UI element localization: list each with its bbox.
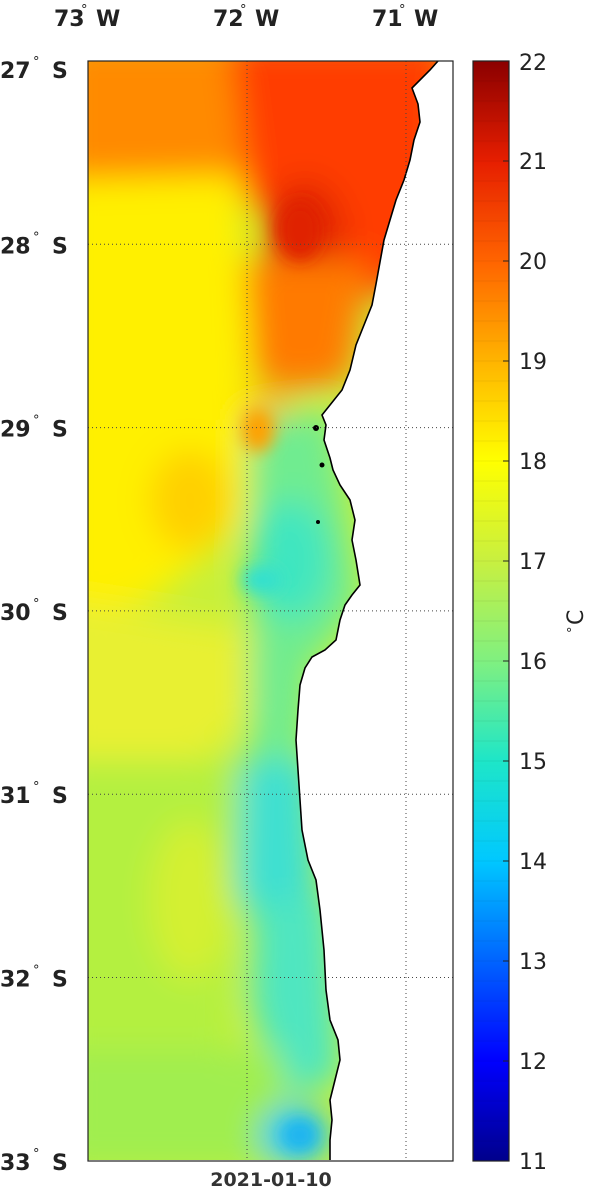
latitude-label: 33 (0, 1151, 31, 1176)
latitude-degree: ° (33, 964, 40, 979)
latitude-label: 30 (0, 601, 31, 626)
latitude-hemisphere: S (52, 784, 68, 809)
longitude-hemisphere: W (96, 7, 120, 32)
longitude-labels: 73° W 72° W 71° W (54, 3, 438, 32)
colorbar-tick-label: 11 (519, 1150, 547, 1175)
latitude-hemisphere: S (52, 1151, 68, 1176)
colorbar-tick-label: 13 (519, 950, 547, 975)
longitude-label: 72 (213, 7, 244, 32)
latitude-degree: ° (33, 1147, 40, 1162)
island (316, 520, 320, 524)
colorbar-tick-label: 16 (519, 650, 547, 675)
colorbar-tick-label: 19 (519, 350, 547, 375)
longitude-label: 71 (372, 7, 403, 32)
date-label: 2021-01-10 (210, 1169, 332, 1188)
unit-letter: C (564, 610, 589, 625)
unit-degree: ° (566, 627, 581, 634)
latitude-label: 27 (0, 59, 31, 84)
colorbar-tick-label: 20 (519, 250, 547, 275)
latitude-hemisphere: S (52, 968, 68, 993)
latitude-hemisphere: S (52, 601, 68, 626)
latitude-label: 32 (0, 968, 31, 993)
coastline (295, 60, 439, 1160)
colorbar-tick-label: 22 (519, 51, 547, 76)
colorbar-tick-label: 14 (519, 850, 547, 875)
longitude-degree: ° (240, 3, 247, 18)
latitude-hemisphere: S (52, 234, 68, 259)
latitude-degree: ° (33, 597, 40, 612)
latitude-degree: ° (33, 414, 40, 429)
longitude-hemisphere: W (255, 7, 279, 32)
latitude-labels: 27 ° S28 ° S29 ° S30 ° S31 ° S32 ° S33 ° S (0, 55, 68, 1176)
colorbar-frame (472, 60, 510, 1162)
longitude-hemisphere: W (414, 7, 438, 32)
colorbar-tick-label: 21 (519, 150, 547, 175)
colorbar-tick-label: 18 (519, 450, 547, 475)
graticule (88, 61, 453, 1161)
latitude-hemisphere: S (52, 59, 68, 84)
colorbar-tick-label: 17 (519, 550, 547, 575)
latitude-label: 29 (0, 418, 31, 443)
colorbar-unit: ° C (564, 610, 589, 633)
latitude-degree: ° (33, 230, 40, 245)
colorbar-gradient (473, 61, 509, 1161)
longitude-degree: ° (399, 3, 406, 18)
map-frame (87, 60, 454, 1162)
latitude-degree: ° (33, 55, 40, 70)
longitude-degree: ° (81, 3, 88, 18)
longitude-label: 73 (54, 7, 85, 32)
colorbar (472, 60, 510, 1162)
colorbar-tick-label: 12 (519, 1050, 547, 1075)
colorbar-tick-label: 15 (519, 750, 547, 775)
latitude-label: 31 (0, 784, 31, 809)
latitude-degree: ° (33, 780, 40, 795)
latitude-label: 28 (0, 234, 31, 259)
colorbar-ticks: 11 12 13 14 15 16 17 18 19 20 21 22 (503, 51, 547, 1175)
latitude-hemisphere: S (52, 418, 68, 443)
island (319, 462, 325, 468)
sst-field (88, 61, 438, 1160)
